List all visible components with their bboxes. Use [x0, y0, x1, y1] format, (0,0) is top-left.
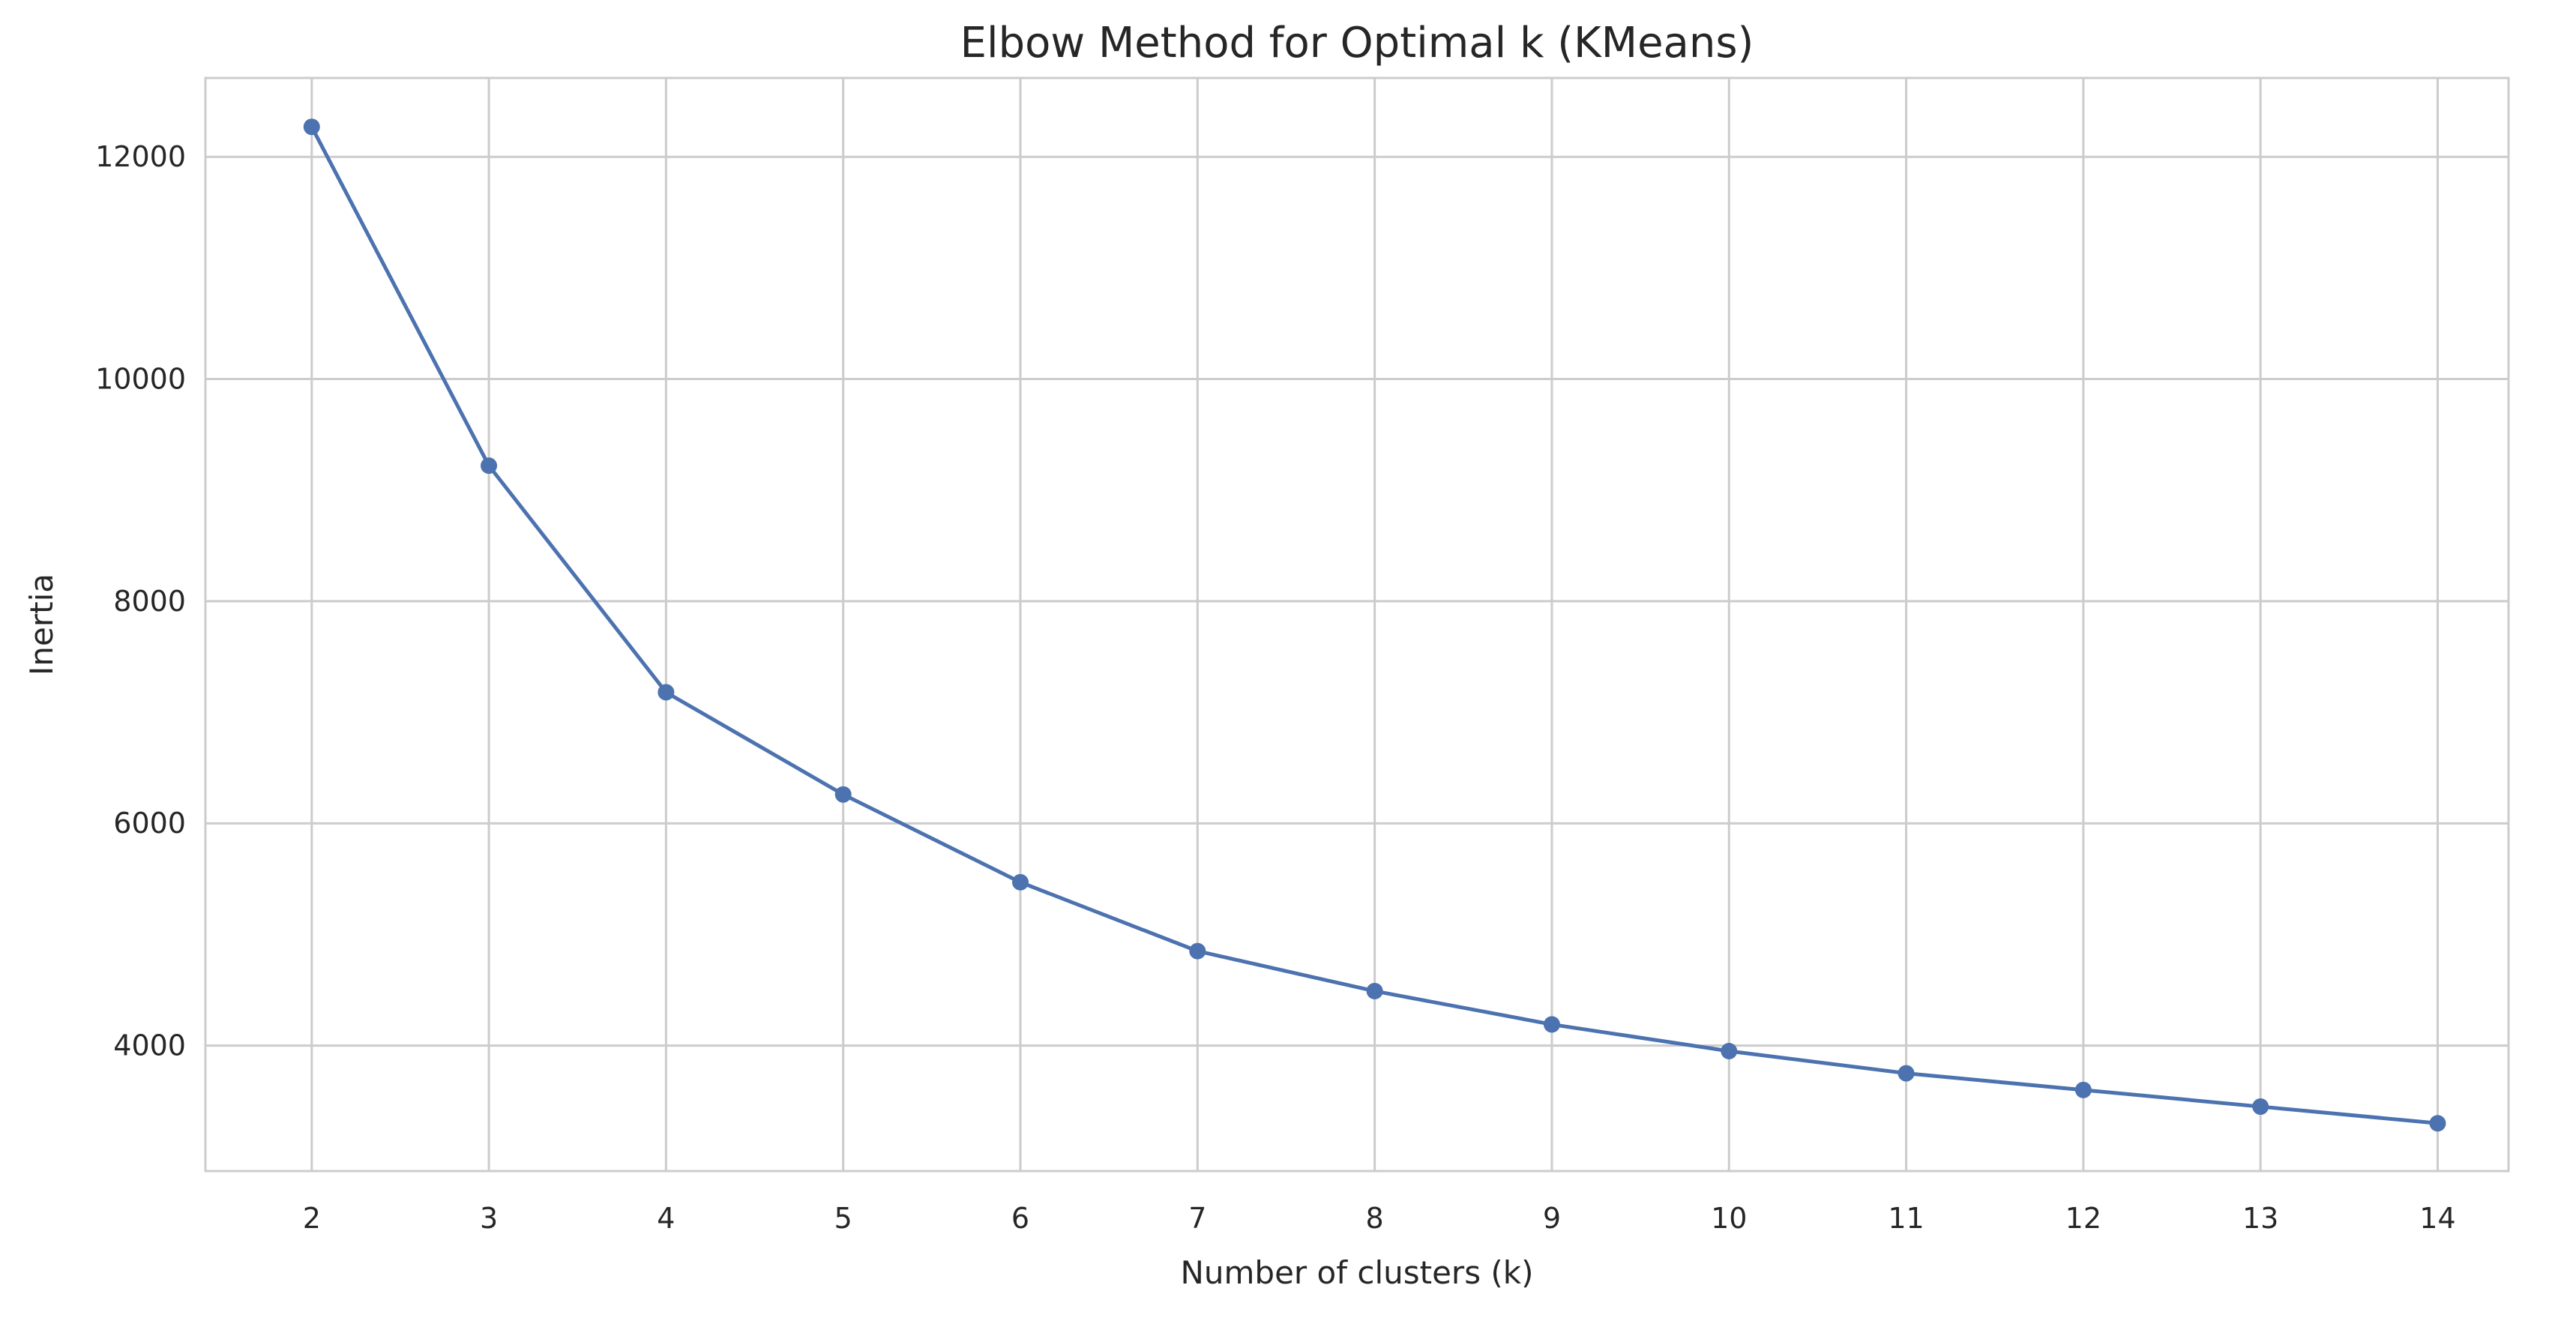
x-tick-label: 5: [834, 1202, 852, 1235]
x-tick-label: 10: [1711, 1202, 1747, 1235]
y-tick-label: 8000: [113, 585, 186, 618]
data-point: [1012, 873, 1029, 891]
series-layer: [303, 118, 2446, 1132]
data-point: [657, 684, 675, 701]
x-tick-label: 6: [1011, 1202, 1029, 1235]
x-tick-label: 7: [1188, 1202, 1206, 1235]
x-tick-label: 11: [1888, 1202, 1924, 1235]
data-point: [303, 118, 320, 136]
x-tick-labels: 2 3 4 5 6 7 8 9 10 11 12 13 14: [303, 1202, 2456, 1235]
x-axis-label: Number of clusters (k): [1180, 1254, 1533, 1291]
x-tick-label: 13: [2242, 1202, 2278, 1235]
x-tick-label: 8: [1366, 1202, 1384, 1235]
y-axis-label: Inertia: [23, 574, 60, 675]
data-point: [1721, 1042, 1738, 1059]
data-point: [1898, 1065, 1915, 1082]
x-tick-label: 3: [480, 1202, 498, 1235]
data-point: [1366, 982, 1383, 999]
x-tick-label: 9: [1543, 1202, 1561, 1235]
data-point: [2074, 1081, 2092, 1098]
y-tick-labels: 4000 6000 8000 10000 12000: [95, 140, 186, 1062]
x-tick-label: 12: [2065, 1202, 2101, 1235]
grid-lines: [205, 78, 2509, 1171]
y-tick-label: 12000: [95, 140, 186, 173]
y-tick-label: 4000: [113, 1029, 186, 1062]
data-point: [481, 457, 498, 475]
chart-title: Elbow Method for Optimal k (KMeans): [960, 19, 1754, 67]
x-tick-label: 14: [2419, 1202, 2455, 1235]
y-tick-label: 10000: [95, 363, 186, 396]
data-point: [2429, 1115, 2446, 1132]
data-point: [2252, 1098, 2269, 1116]
x-tick-label: 2: [303, 1202, 321, 1235]
x-tick-label: 4: [657, 1202, 675, 1235]
data-point: [834, 786, 852, 803]
data-point: [1543, 1016, 1560, 1033]
data-point: [1189, 942, 1206, 960]
y-tick-label: 6000: [113, 807, 186, 840]
plot-frame: [204, 76, 2510, 1173]
